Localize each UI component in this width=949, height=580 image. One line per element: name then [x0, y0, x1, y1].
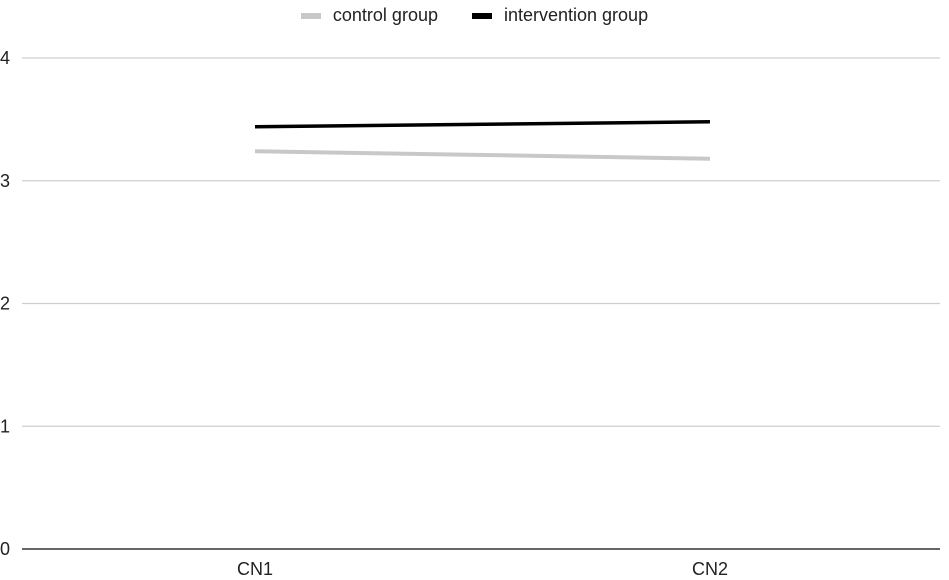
y-tick-label: 2 — [0, 294, 10, 314]
series-line-control — [254, 149, 711, 161]
y-tick-label: 4 — [0, 48, 10, 68]
x-tick-label: CN2 — [692, 559, 728, 579]
y-tick-label: 1 — [0, 416, 10, 436]
legend-item-control: control group — [300, 5, 438, 26]
legend-item-intervention: intervention group — [471, 5, 649, 26]
y-tick-label: 3 — [0, 171, 10, 191]
x-tick-label: CN1 — [237, 559, 273, 579]
legend-swatch-control — [300, 12, 321, 19]
legend-label-intervention: intervention group — [503, 5, 649, 25]
legend: control group intervention group — [0, 5, 949, 26]
y-tick-label: 0 — [0, 539, 10, 559]
legend-label-control: control group — [332, 5, 438, 25]
series-line-intervention — [254, 120, 711, 129]
legend-swatch-intervention — [471, 12, 492, 19]
